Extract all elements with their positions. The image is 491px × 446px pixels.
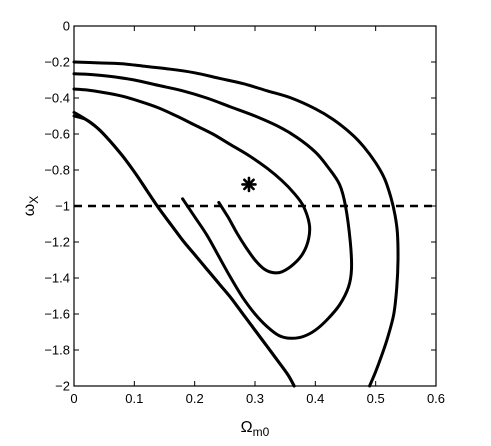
- x-tick-label: 0.3: [246, 391, 264, 406]
- best-fit-marker: [241, 176, 257, 193]
- axis-ticks: [73, 25, 437, 387]
- contour-curve-1: [72, 87, 312, 275]
- y-tick-label: −0.6: [44, 127, 70, 142]
- x-tick-label: 0.1: [125, 391, 143, 406]
- contour-curve-3: [72, 60, 400, 388]
- y-tick-label: −2: [55, 379, 70, 394]
- contour-curve-4: [72, 110, 296, 388]
- x-tick-label: 0.5: [367, 391, 385, 406]
- x-axis-label: Ωm0: [241, 419, 270, 439]
- axis-tick-labels: 0 0.1 0.2 0.3 0.4 0.5 0.6 0 −0.2 −0.4 −0.6 −0.8 −1 −1…: [44, 19, 445, 407]
- x-axis-label-subscript: m0: [253, 425, 270, 439]
- y-tick-label: −1.6: [44, 307, 70, 322]
- y-tick-label: 0: [63, 19, 70, 34]
- x-tick-label: 0.4: [306, 391, 324, 406]
- y-axis-label-subscript: X: [27, 196, 41, 204]
- y-tick-label: −1.4: [44, 271, 70, 286]
- y-tick-label: −1.8: [44, 343, 70, 358]
- y-tick-label: −1: [55, 199, 70, 214]
- contour-curve-2: [72, 72, 354, 340]
- marker-arm: [243, 178, 255, 191]
- x-tick-label: 0.2: [186, 391, 204, 406]
- contour-curve-5: [72, 114, 296, 388]
- x-tick-label: 0: [70, 391, 77, 406]
- y-axis-label: ωX: [21, 196, 41, 217]
- contour-curves: [72, 60, 400, 388]
- y-tick-label: −0.4: [44, 91, 70, 106]
- y-tick-label: −1.2: [44, 235, 70, 250]
- y-tick-label: −0.8: [44, 163, 70, 178]
- y-tick-label: −0.2: [44, 55, 70, 70]
- x-tick-label: 0.6: [427, 391, 445, 406]
